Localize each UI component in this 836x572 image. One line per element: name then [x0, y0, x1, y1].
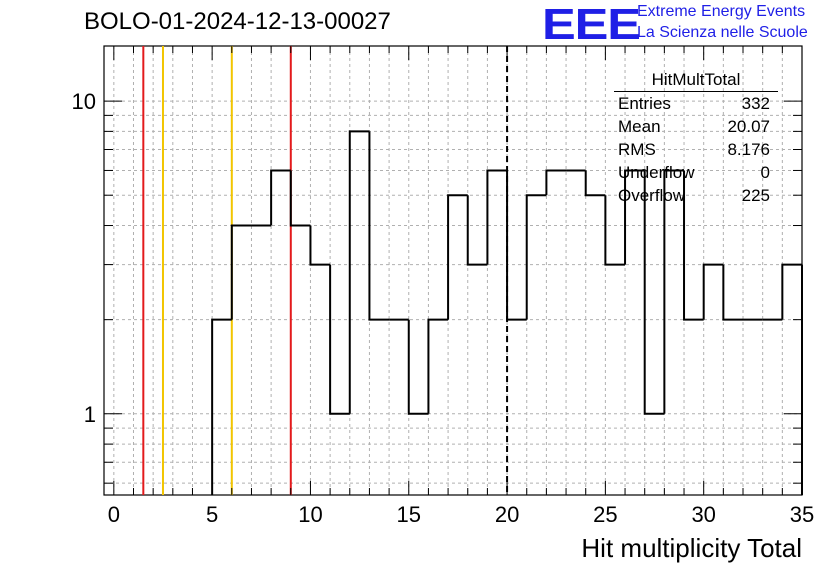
stats-label: Underflow [618, 163, 695, 182]
stats-value: 0 [760, 163, 770, 182]
histogram-bin [309, 225, 331, 266]
histogram-bin [407, 319, 429, 415]
histogram-bin [604, 195, 626, 266]
stats-box: HitMultTotal Entries 332 Mean 20.07 RMS … [610, 70, 778, 207]
histogram-bin [683, 170, 704, 321]
histogram-bin [447, 194, 468, 320]
x-axis-label: Hit multiplicity Total [581, 533, 802, 563]
chart-title: BOLO-01-2024-12-13-00027 [84, 8, 391, 35]
stats-row-underflow: Underflow 0 [610, 161, 778, 184]
histogram-bin [584, 170, 606, 197]
x-tick-label: 20 [495, 502, 519, 527]
histogram-bin [781, 263, 802, 320]
histogram-bin [722, 264, 744, 321]
eee-logo: EEE [542, 0, 641, 49]
x-tick-label: 5 [206, 502, 218, 527]
stats-label: Entries [618, 94, 671, 113]
stats-label: RMS [618, 140, 656, 159]
y-tick-label: 1 [84, 402, 96, 427]
stats-label: Mean [618, 117, 661, 136]
stats-row-mean: Mean 20.07 [610, 115, 778, 138]
stats-title: HitMultTotal [614, 70, 778, 92]
x-tick-label: 35 [790, 502, 814, 527]
stats-value: 20.07 [727, 117, 770, 136]
histogram-bin [427, 318, 449, 414]
histogram-bin [624, 169, 645, 265]
histogram-bin [663, 169, 685, 414]
stats-value: 225 [741, 186, 770, 205]
x-tick-label: 30 [691, 502, 715, 527]
x-tick-label: 25 [593, 502, 617, 527]
stats-row-overflow: Overflow 225 [610, 184, 778, 207]
stats-row-entries: Entries 332 [610, 92, 778, 115]
stats-row-rms: RMS 8.176 [610, 138, 778, 161]
histogram-bin [506, 170, 527, 321]
histogram-bin [329, 264, 350, 415]
histogram-bin [466, 195, 488, 266]
histogram-bin [702, 263, 724, 320]
histogram-bin [211, 318, 232, 495]
stats-value: 332 [741, 94, 770, 113]
histogram-bin [368, 131, 390, 321]
histogram-bin [348, 130, 370, 414]
histogram-bin [525, 194, 547, 320]
histogram-bin [643, 170, 665, 415]
logo-tagline-2: La Scienza nelle Scuole [637, 24, 808, 41]
stats-value: 8.176 [727, 140, 770, 159]
x-tick-label: 0 [108, 502, 120, 527]
histogram-bin [486, 169, 508, 265]
x-tick-label: 15 [397, 502, 421, 527]
y-tick-label: 10 [72, 89, 96, 114]
stats-label: Overflow [618, 186, 686, 205]
histogram-bin [230, 224, 252, 320]
histogram-bin [545, 169, 567, 196]
logo-tagline-1: Extreme Energy Events [637, 3, 806, 20]
histogram-bin [289, 170, 311, 227]
x-tick-label: 10 [298, 502, 322, 527]
histogram-bin [270, 169, 291, 226]
